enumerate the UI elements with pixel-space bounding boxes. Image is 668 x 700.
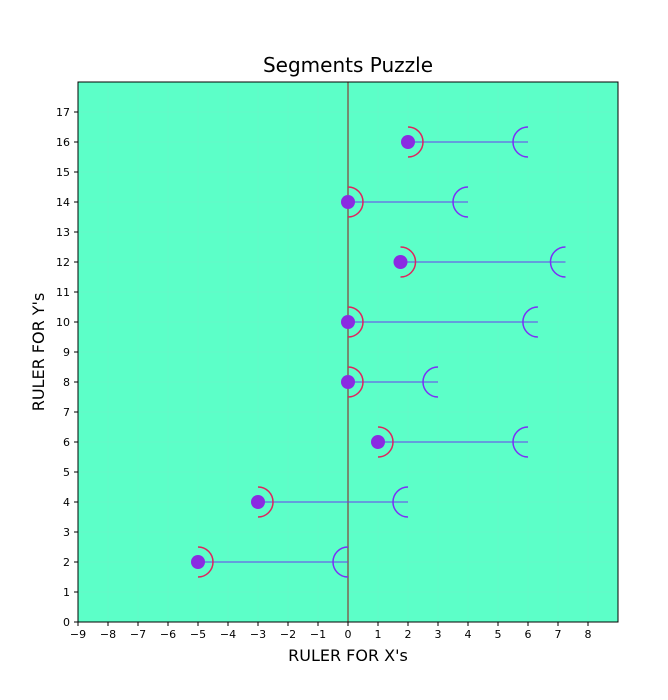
segment-start-arc (197, 546, 214, 578)
segment-start-point (341, 315, 355, 329)
chart-title: Segments Puzzle (263, 53, 433, 77)
segment-start-arc (377, 426, 394, 458)
x-tick-label: −4 (220, 628, 236, 641)
segment-start-arc (257, 486, 274, 518)
segment-start-arc (400, 246, 417, 278)
x-tick-label: 0 (345, 628, 352, 641)
segment-end-arc (512, 126, 529, 158)
segment-start-point (191, 555, 205, 569)
segment-start-arc (347, 366, 364, 398)
y-tick-label: 17 (56, 106, 70, 119)
x-tick-label: 6 (525, 628, 532, 641)
x-tick-label: 3 (435, 628, 442, 641)
x-tick-label: 7 (555, 628, 562, 641)
y-tick-label: 13 (56, 226, 70, 239)
x-tick-label: −9 (70, 628, 86, 641)
segment-start-point (341, 195, 355, 209)
x-axis-title: RULER FOR X's (288, 646, 408, 665)
y-tick-label: 5 (63, 466, 70, 479)
segment-end-arc (392, 486, 409, 518)
y-tick-label: 16 (56, 136, 70, 149)
segment (191, 546, 349, 578)
x-tick-label: −6 (160, 628, 176, 641)
segment-end-arc (422, 366, 439, 398)
x-tick-label: 2 (405, 628, 412, 641)
y-tick-label: 14 (56, 196, 70, 209)
x-axis-ticks: −9 −8 −7 −6 −5 −4 −3 −2 −1 0 1 2 3 4 5 6 7 8 (70, 622, 592, 641)
x-tick-label: −5 (190, 628, 206, 641)
segment (251, 486, 409, 518)
segment-end-arc (512, 426, 529, 458)
segment-start-point (251, 495, 265, 509)
x-tick-label: −3 (250, 628, 266, 641)
segment-end-arc (522, 306, 538, 338)
y-tick-label: 12 (56, 256, 70, 269)
y-tick-label: 10 (56, 316, 70, 329)
x-tick-label: −2 (280, 628, 296, 641)
segment (341, 186, 469, 218)
y-tick-label: 15 (56, 166, 70, 179)
y-tick-label: 2 (63, 556, 70, 569)
y-tick-label: 0 (63, 616, 70, 629)
segment (401, 126, 529, 158)
y-tick-label: 6 (63, 436, 70, 449)
y-tick-label: 7 (63, 406, 70, 419)
segment-start-point (341, 375, 355, 389)
y-tick-label: 3 (63, 526, 70, 539)
segment-end-arc (549, 246, 566, 278)
x-tick-label: −7 (130, 628, 146, 641)
segment-start-arc (347, 186, 364, 218)
segment-start-arc (407, 126, 424, 158)
y-tick-label: 9 (63, 346, 70, 359)
x-tick-label: −1 (310, 628, 326, 641)
segment-start-point (393, 255, 408, 269)
x-tick-label: 1 (375, 628, 382, 641)
segments-layer (191, 126, 566, 578)
segment (393, 246, 566, 278)
y-tick-label: 1 (63, 586, 70, 599)
x-tick-label: 8 (585, 628, 592, 641)
segment (341, 366, 439, 398)
y-tick-label: 8 (63, 376, 70, 389)
segment (371, 426, 529, 458)
segment-end-arc (452, 186, 469, 218)
segment-end-arc (332, 546, 349, 578)
y-axis-title: RULER FOR Y's (29, 293, 48, 412)
y-tick-label: 4 (63, 496, 70, 509)
segment-start-arc (347, 306, 364, 338)
y-tick-label: 11 (56, 286, 70, 299)
segment (341, 306, 538, 338)
segment-start-point (371, 435, 385, 449)
x-tick-label: −8 (100, 628, 116, 641)
x-tick-label: 4 (465, 628, 472, 641)
segment-start-point (401, 135, 415, 149)
x-tick-label: 5 (495, 628, 502, 641)
